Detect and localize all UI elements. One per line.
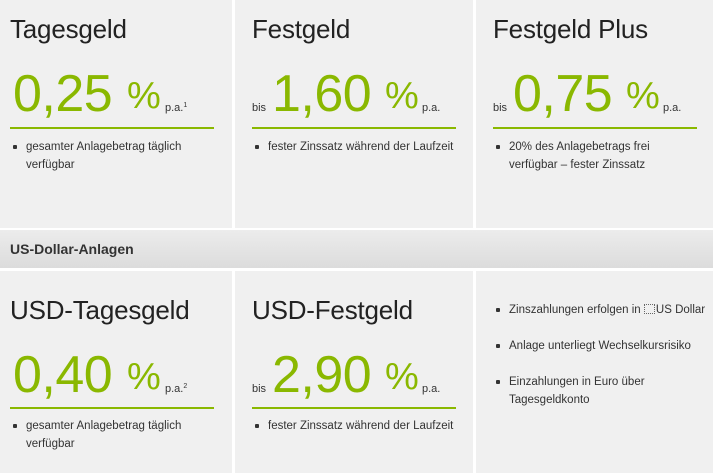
- feature-item: fester Zinssatz während der Laufzeit: [252, 138, 458, 156]
- percent-sign: %: [626, 75, 660, 117]
- feature-list: 20% des Anlagebetrags frei verfügbar – f…: [493, 138, 699, 174]
- card-title: Festgeld Plus: [493, 14, 648, 44]
- info-item: Zinszahlungen erfolgen in US Dollar: [493, 301, 709, 319]
- card-usd-tagesgeld[interactable]: USD-Tagesgeld 0,40 % p.a.2 gesamter Anla…: [0, 271, 232, 473]
- info-item: Anlage unterliegt Wechselkursrisiko: [493, 337, 709, 355]
- percent-sign: %: [385, 75, 419, 117]
- card-usd-festgeld[interactable]: USD-Festgeld bis 2,90 % p.a. fester Zins…: [235, 271, 473, 473]
- section-header: US-Dollar-Anlagen: [0, 230, 713, 268]
- rate-unit: p.a.2: [165, 383, 188, 395]
- footnote-marker: 2: [183, 383, 188, 390]
- feature-list: gesamter Anlagebetrag täglich verfügbar: [10, 417, 216, 453]
- card-festgeld[interactable]: Festgeld bis 1,60 % p.a. fester Zinssatz…: [235, 0, 473, 228]
- divider: [493, 127, 697, 129]
- feature-list: gesamter Anlagebetrag täglich verfügbar: [10, 138, 216, 174]
- percent-sign: %: [385, 356, 419, 398]
- percent-sign: %: [127, 356, 161, 398]
- feature-item: 20% des Anlagebetrags frei verfügbar – f…: [493, 138, 699, 174]
- rate-unit: p.a.: [422, 102, 441, 114]
- rate-unit: p.a.1: [165, 102, 188, 114]
- card-title: USD-Tagesgeld: [10, 295, 190, 325]
- flag-icon: [643, 304, 655, 314]
- rate-value: 0,75: [513, 65, 613, 123]
- rate-prefix: bis: [252, 102, 267, 114]
- info-panel: Zinszahlungen erfolgen in US Dollar Anla…: [476, 271, 713, 473]
- info-list: Zinszahlungen erfolgen in US Dollar Anla…: [493, 301, 709, 427]
- card-tagesgeld[interactable]: Tagesgeld 0,25 % p.a.1 gesamter Anlagebe…: [0, 0, 232, 228]
- feature-list: fester Zinssatz während der Laufzeit: [252, 138, 458, 156]
- percent-sign: %: [127, 75, 161, 117]
- card-title: Tagesgeld: [10, 14, 127, 44]
- rate-prefix: bis: [252, 383, 267, 395]
- section-title: US-Dollar-Anlagen: [10, 241, 134, 257]
- info-item: Einzahlungen in Euro über Tagesgeldkonto: [493, 373, 709, 409]
- rate-value: 1,60: [272, 65, 372, 123]
- rate-value: 0,25: [13, 65, 113, 123]
- rate-value: 2,90: [272, 346, 372, 404]
- divider: [10, 127, 214, 129]
- rate-value: 0,40: [13, 346, 113, 404]
- feature-list: fester Zinssatz während der Laufzeit: [252, 417, 458, 435]
- rate-prefix: bis: [493, 102, 508, 114]
- divider: [252, 127, 456, 129]
- divider: [252, 407, 456, 409]
- card-title: USD-Festgeld: [252, 295, 413, 325]
- divider: [10, 407, 214, 409]
- rate-unit: p.a.: [422, 383, 441, 395]
- feature-item: gesamter Anlagebetrag täglich verfügbar: [10, 138, 216, 174]
- footnote-marker: 1: [183, 102, 188, 109]
- card-title: Festgeld: [252, 14, 351, 44]
- rate-unit: p.a.: [663, 102, 682, 114]
- card-festgeld-plus[interactable]: Festgeld Plus bis 0,75 % p.a. 20% des An…: [476, 0, 713, 228]
- feature-item: fester Zinssatz während der Laufzeit: [252, 417, 458, 435]
- feature-item: gesamter Anlagebetrag täglich verfügbar: [10, 417, 216, 453]
